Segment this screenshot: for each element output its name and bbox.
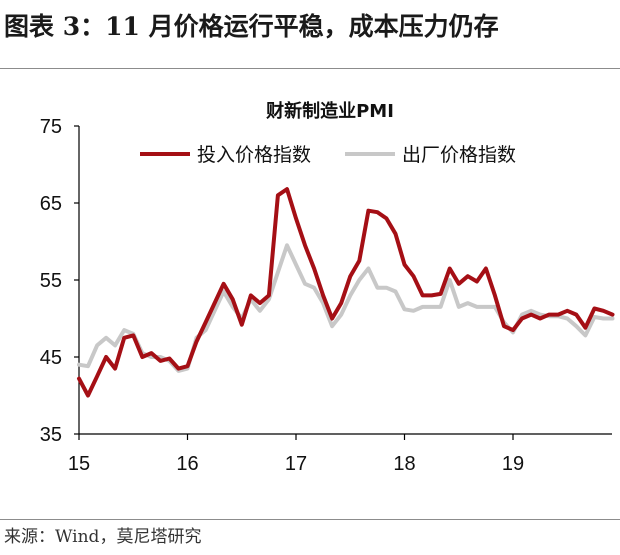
y-tick-label: 65 [40,193,62,215]
chart-title: 财新制造业PMI [266,100,394,122]
legend: 投入价格指数 出厂价格指数 [140,144,516,166]
pmi-line-chart: 35 45 55 65 75 15 16 17 18 19 财新制造业PMI 投入价格指数 出厂价… [40,100,615,475]
y-tick-label: 35 [40,424,62,446]
chart-axes: 35 45 55 65 75 15 16 17 18 19 [40,116,612,475]
figure-title: 图表 3：11 月价格运行平稳，成本压力仍存 [4,12,499,41]
title-divider [0,68,620,69]
legend-label-output-price: 出厂价格指数 [402,144,516,166]
chart-series [77,187,615,398]
series-line-output-price [77,243,615,373]
y-tick-label: 45 [40,347,62,369]
x-tick-label: 16 [176,453,198,475]
x-tick-label: 17 [285,453,307,475]
y-tick-label: 75 [40,116,62,138]
x-tick-label: 19 [502,453,524,475]
y-tick-label: 55 [40,270,62,292]
source-note: 来源：Wind，莫尼塔研究 [4,527,202,547]
legend-label-input-price: 投入价格指数 [197,144,311,166]
series-line-input-price [77,187,615,398]
source-divider [0,519,620,520]
x-tick-label: 18 [393,453,415,475]
x-tick-label: 15 [68,453,90,475]
